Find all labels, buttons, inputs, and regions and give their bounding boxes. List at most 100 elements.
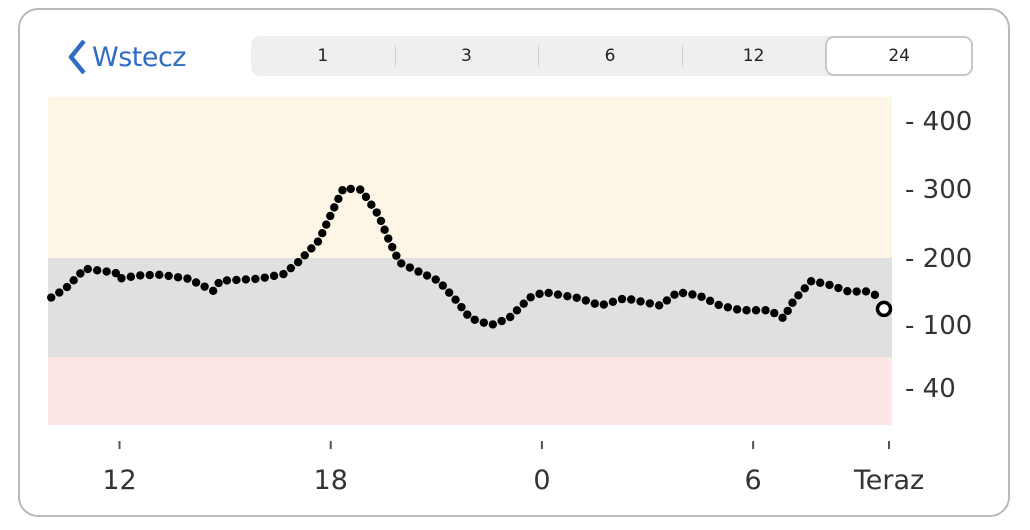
reading-dot bbox=[62, 282, 72, 292]
reading-dot bbox=[794, 291, 803, 300]
reading-dot bbox=[470, 315, 479, 324]
y-tick-label: - 40 bbox=[905, 374, 956, 404]
back-label: Wstecz bbox=[92, 41, 186, 73]
reading-dot bbox=[825, 280, 834, 290]
reading-dot bbox=[241, 275, 251, 284]
reading-dot bbox=[326, 211, 335, 221]
reading-dot bbox=[69, 276, 78, 285]
current-reading-marker bbox=[875, 300, 893, 318]
reading-dot bbox=[861, 287, 871, 296]
reading-dot bbox=[526, 293, 535, 302]
reading-dot bbox=[670, 290, 679, 299]
range-option-1[interactable]: 1 bbox=[317, 46, 329, 66]
reading-dot bbox=[627, 295, 636, 304]
y-tick-label: - 300 bbox=[905, 175, 972, 205]
band-high bbox=[48, 97, 892, 258]
reading-dot bbox=[431, 275, 440, 284]
x-tick-label: 6 bbox=[745, 465, 762, 496]
reading-dot bbox=[384, 234, 393, 243]
range-option-12[interactable]: 12 bbox=[681, 36, 826, 76]
reading-dot bbox=[599, 300, 609, 309]
reading-dot bbox=[732, 305, 742, 314]
range-option-3[interactable]: 3 bbox=[394, 36, 539, 76]
reading-dot bbox=[705, 296, 715, 306]
x-tick-label: 12 bbox=[102, 465, 136, 496]
reading-dot bbox=[636, 297, 645, 306]
reading-dot bbox=[222, 276, 232, 285]
reading-dot bbox=[688, 290, 697, 299]
reading-dot bbox=[388, 242, 397, 252]
y-tick-label: - 400 bbox=[905, 107, 972, 137]
range-option-6[interactable]: 6 bbox=[538, 36, 682, 76]
reading-dot bbox=[572, 293, 581, 302]
reading-dot bbox=[208, 286, 218, 296]
x-tick-label: 18 bbox=[314, 465, 348, 496]
reading-dot bbox=[93, 266, 102, 275]
reading-dot bbox=[843, 286, 852, 296]
reading-dot bbox=[330, 203, 339, 212]
reading-dot bbox=[519, 299, 528, 308]
reading-dot bbox=[260, 273, 269, 282]
reading-dot bbox=[322, 220, 331, 229]
reading-dot bbox=[136, 271, 145, 280]
reading-dot bbox=[145, 270, 154, 280]
back-button[interactable]: Wstecz bbox=[66, 36, 186, 78]
reading-dot bbox=[778, 313, 787, 323]
reading-dot bbox=[806, 277, 816, 286]
reading-dot bbox=[645, 299, 655, 308]
reading-dot bbox=[376, 216, 386, 226]
reading-dot bbox=[770, 308, 779, 318]
reading-dot bbox=[346, 184, 355, 194]
reading-dot bbox=[55, 288, 64, 297]
reading-dot bbox=[83, 264, 92, 274]
reading-dot bbox=[662, 296, 672, 305]
reading-dot bbox=[392, 251, 401, 260]
x-tick-label: 0 bbox=[533, 465, 550, 496]
reading-dot bbox=[397, 259, 406, 268]
reading-dot bbox=[544, 288, 553, 298]
reading-dot bbox=[654, 301, 664, 310]
band-target bbox=[48, 258, 892, 357]
reading-dot bbox=[307, 244, 316, 253]
reading-dot bbox=[438, 281, 448, 290]
reading-dot bbox=[678, 288, 688, 298]
reading-dot bbox=[102, 267, 111, 276]
reading-dot bbox=[563, 291, 572, 301]
reading-dot bbox=[164, 271, 173, 281]
reading-dot bbox=[463, 310, 472, 319]
reading-dot bbox=[405, 263, 415, 272]
reading-dot bbox=[834, 283, 843, 293]
time-range-selector: 1 3 6 12 24 bbox=[251, 36, 973, 76]
reading-dot bbox=[742, 306, 751, 315]
x-tick-label: Teraz bbox=[853, 465, 924, 496]
range-option-24[interactable]: 24 bbox=[825, 36, 973, 76]
reading-dot bbox=[457, 302, 466, 312]
reading-dot bbox=[723, 303, 733, 312]
chevron-left-icon bbox=[68, 39, 86, 75]
reading-dot bbox=[361, 192, 371, 202]
reading-dot bbox=[535, 289, 544, 299]
reading-dot bbox=[451, 295, 460, 304]
reading-dot bbox=[232, 275, 241, 285]
reading-dot bbox=[334, 194, 343, 204]
reading-dot bbox=[870, 290, 880, 300]
reading-dot bbox=[553, 290, 563, 299]
reading-dot bbox=[479, 318, 489, 327]
reading-dot bbox=[155, 270, 164, 279]
reading-dot bbox=[356, 185, 365, 194]
reading-dot bbox=[183, 274, 192, 283]
reading-dot bbox=[251, 274, 260, 284]
reading-dot bbox=[617, 294, 627, 304]
reading-dot bbox=[111, 268, 121, 278]
reading-dot bbox=[761, 306, 770, 315]
reading-dot bbox=[852, 287, 861, 296]
reading-dot bbox=[214, 278, 223, 288]
reading-dot bbox=[191, 278, 201, 287]
reading-dot bbox=[380, 225, 389, 234]
reading-dot bbox=[117, 274, 126, 283]
reading-dot bbox=[269, 271, 279, 281]
reading-dot bbox=[313, 237, 323, 246]
reading-dot bbox=[788, 298, 797, 307]
reading-dot bbox=[444, 288, 454, 297]
